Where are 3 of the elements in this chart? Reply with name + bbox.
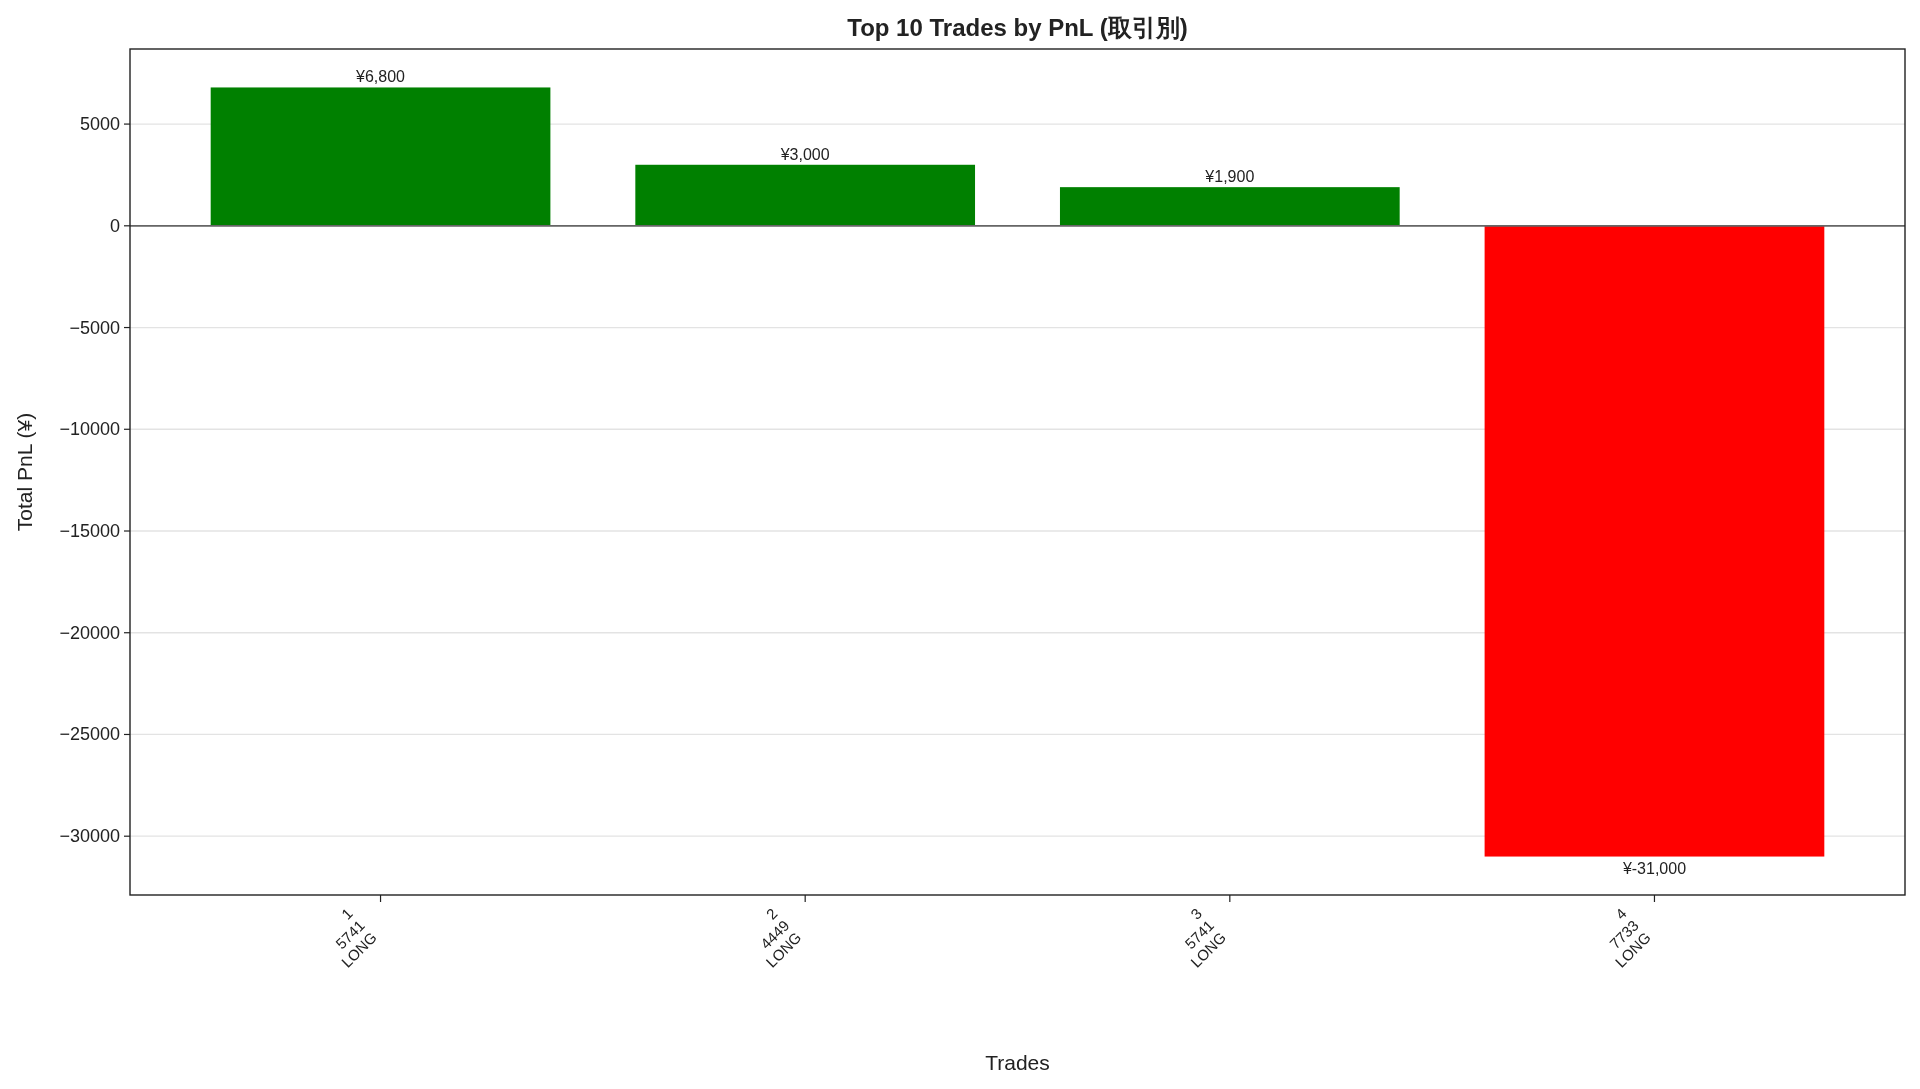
xlabel: Trades	[985, 1051, 1050, 1074]
title: Top 10 Trades by PnL (取引別)	[847, 14, 1188, 41]
ylabel: Total PnL (¥)	[13, 412, 36, 532]
